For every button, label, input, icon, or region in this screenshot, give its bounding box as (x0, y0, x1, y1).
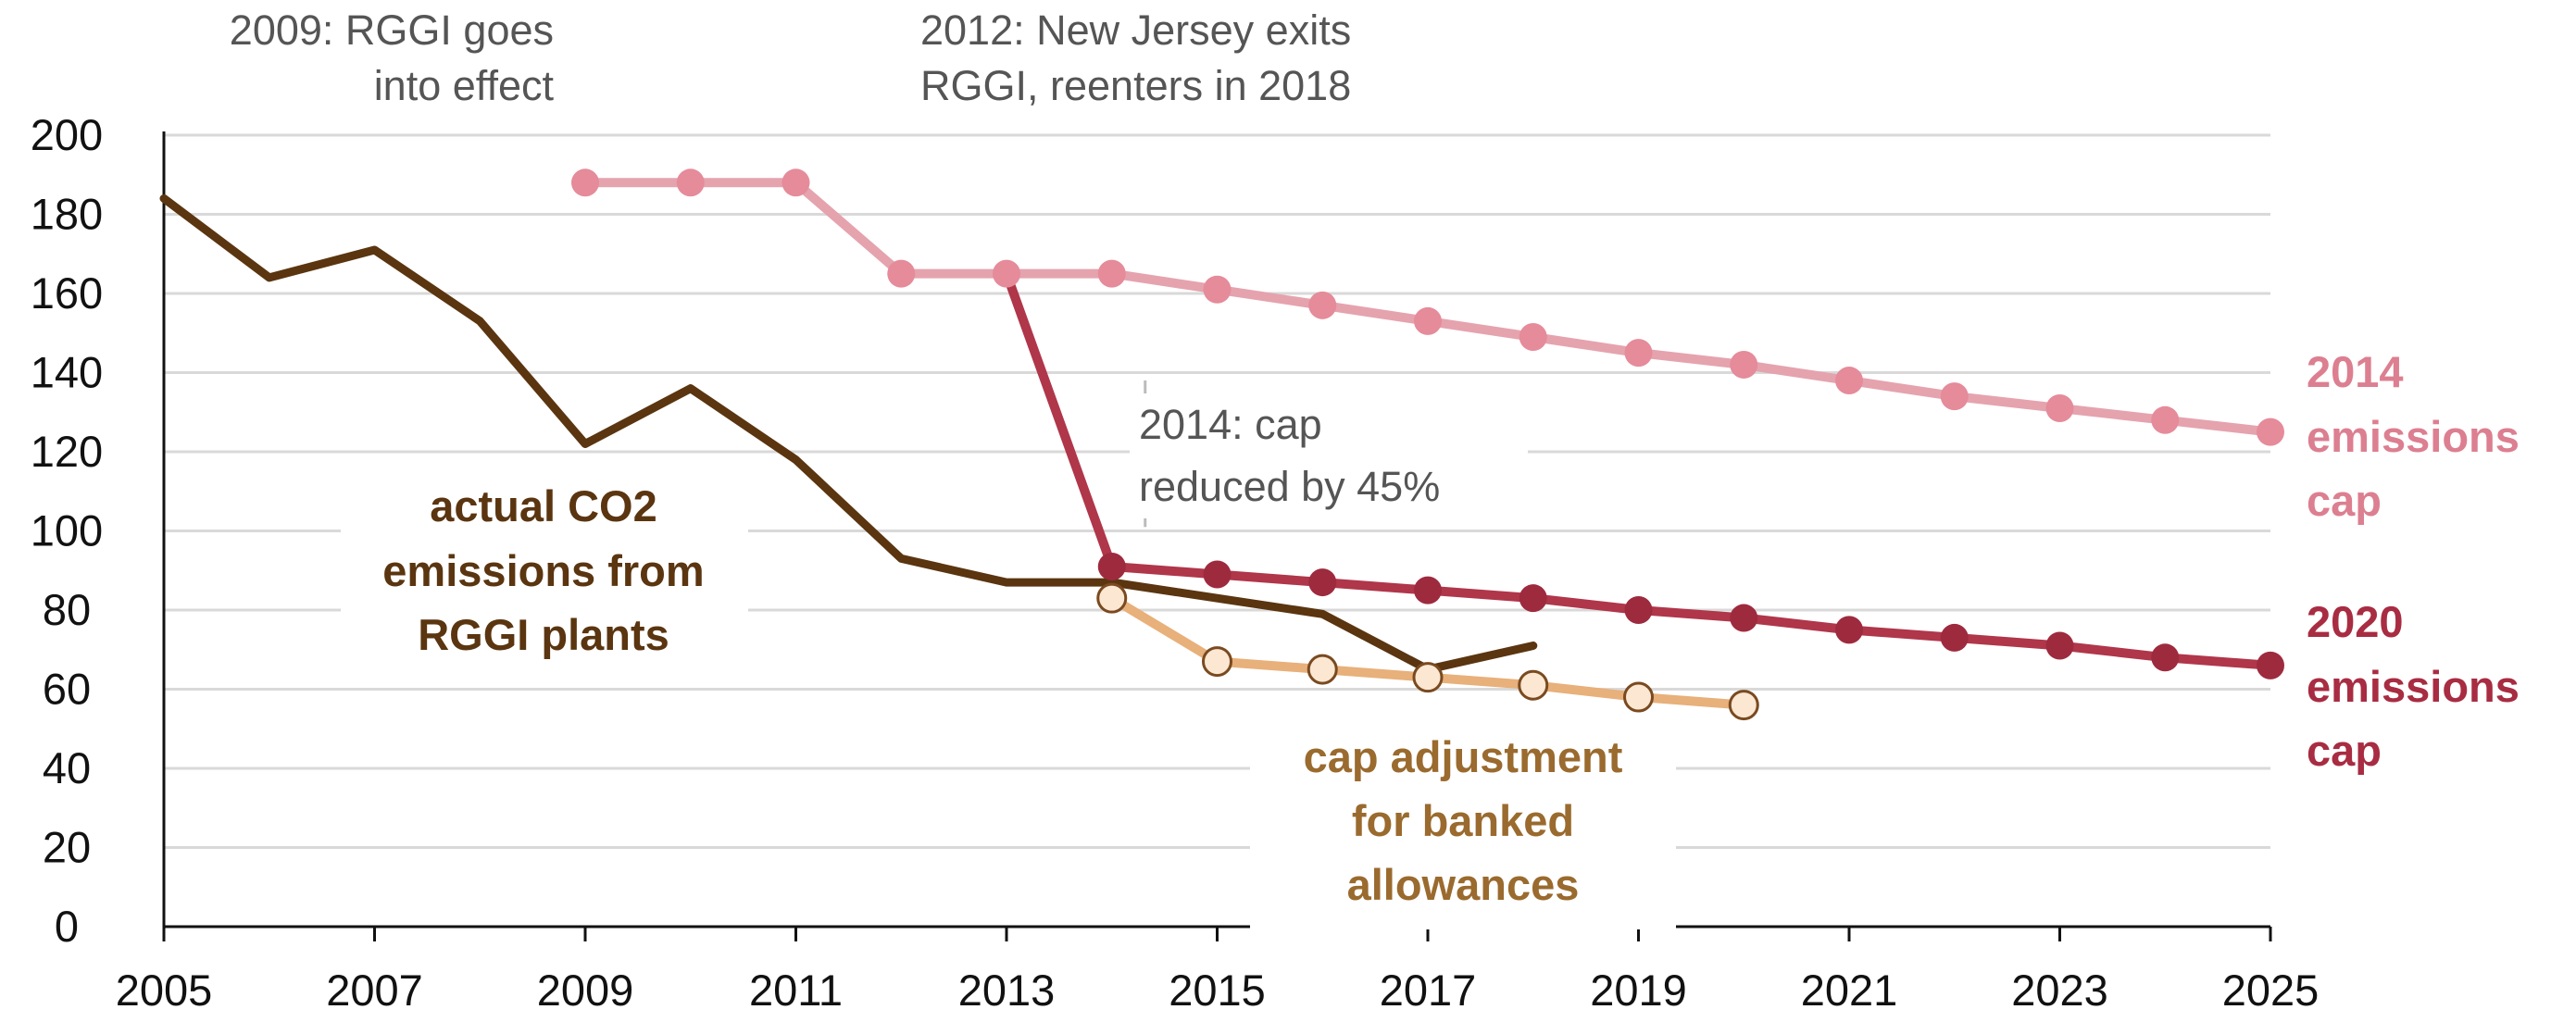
x-tick-label: 2019 (1590, 966, 1687, 1015)
series-label-actual: actual CO2 (430, 481, 657, 530)
series-label-actual: emissions from (382, 546, 704, 595)
y-tick-label: 180 (31, 190, 103, 239)
data-point-cap2020 (1203, 560, 1232, 589)
x-tick-label: 2017 (1380, 966, 1477, 1015)
y-tick-label: 60 (43, 665, 91, 714)
data-point-cap2014 (1835, 367, 1863, 395)
data-point-adjust (1728, 690, 1759, 721)
annotations: 2009: RGGI goes into effect 2012: New Jers… (230, 6, 1528, 528)
data-point-cap2014 (2257, 418, 2284, 446)
series-labels: actual CO2 emissions from RGGI plants 2014 e… (341, 347, 2520, 929)
data-point-cap2014 (782, 168, 810, 197)
x-tick-label: 2015 (1169, 966, 1266, 1015)
x-tick-label: 2021 (1801, 966, 1898, 1015)
data-point-cap2020 (2257, 651, 2284, 679)
data-point-cap2020 (1414, 576, 1442, 604)
series-label-adjust: cap adjustment (1304, 732, 1623, 781)
series-label-cap2020: 2020 (2307, 597, 2404, 646)
series-label-cap2014: 2014 (2307, 347, 2404, 396)
label-background (341, 481, 748, 672)
y-tick-label: 20 (43, 823, 91, 872)
y-tick-label: 0 (55, 902, 79, 951)
series-label-cap2020: emissions (2307, 662, 2520, 711)
y-tick-label: 100 (31, 506, 103, 555)
data-point-cap2020 (2045, 631, 2074, 660)
series-line-actual (159, 193, 1538, 674)
series-label-cap2014: emissions (2307, 412, 2520, 461)
data-point-cap2020 (1097, 552, 1126, 580)
annotation-rggi: into effect (374, 62, 555, 109)
annotation-background (1130, 393, 1528, 518)
annotation-nj: 2012: New Jersey exits (920, 6, 1351, 54)
x-tick-label: 2005 (116, 966, 213, 1015)
data-point-cap2020 (1835, 616, 1863, 644)
data-point-cap2020 (2151, 643, 2180, 672)
data-point-adjust (1096, 582, 1128, 614)
x-tick-label: 2011 (749, 966, 843, 1015)
x-tick-label: 2023 (2011, 966, 2108, 1015)
annotation-cut: reduced by 45% (1139, 463, 1440, 510)
series-label-cap2020: cap (2307, 726, 2382, 775)
y-tick-label: 200 (31, 110, 103, 159)
y-tick-label: 120 (31, 427, 103, 476)
data-point-adjust (1623, 681, 1654, 713)
data-point-cap2014 (1414, 306, 1442, 335)
label-background (1250, 733, 1676, 929)
data-point-cap2020 (1940, 623, 1969, 652)
data-point-cap2014 (1308, 291, 1337, 319)
x-tick-label: 2009 (537, 966, 634, 1015)
series-label-cap2014: cap (2307, 476, 2382, 525)
data-point-adjust (1307, 654, 1338, 685)
data-point-cap2014 (1940, 382, 1969, 411)
data-point-cap2014 (887, 259, 916, 288)
series-label-adjust: for banked (1352, 796, 1574, 845)
data-point-cap2014 (1097, 259, 1126, 288)
y-tick-label: 80 (43, 585, 91, 634)
data-point-cap2020 (1308, 568, 1337, 597)
data-point-cap2014 (676, 168, 705, 197)
x-tick-label: 2013 (958, 966, 1056, 1015)
axes: 0 20 40 60 80 100 120 140 160 180 200 2005 2007 2009 2… (31, 110, 2319, 1015)
x-tick-label: 2007 (326, 966, 423, 1015)
data-point-cap2020 (1519, 584, 1547, 613)
data-point-cap2014 (1203, 275, 1232, 304)
data-point-cap2014 (993, 259, 1020, 288)
data-point-cap2020 (1624, 596, 1653, 624)
data-point-cap2014 (571, 168, 599, 197)
data-point-cap2020 (1730, 604, 1758, 632)
series-label-actual: RGGI plants (418, 610, 669, 659)
annotation-rggi: 2009: RGGI goes (230, 6, 554, 54)
series-markers (571, 168, 2284, 721)
x-tick-label: 2025 (2222, 966, 2320, 1015)
annotation-nj: RGGI, reenters in 2018 (920, 62, 1351, 109)
data-point-cap2014 (1519, 323, 1547, 352)
data-point-adjust (1518, 669, 1549, 701)
data-point-adjust (1202, 646, 1232, 678)
data-point-cap2014 (1624, 339, 1653, 368)
data-point-cap2014 (1730, 350, 1758, 379)
annotation-cut: 2014: cap (1139, 401, 1322, 448)
series-label-adjust: allowances (1347, 860, 1580, 909)
data-point-cap2014 (2151, 405, 2180, 434)
y-tick-label: 40 (43, 743, 91, 792)
y-tick-label: 160 (31, 268, 103, 318)
data-point-cap2014 (2045, 393, 2074, 422)
data-point-adjust (1412, 662, 1444, 693)
y-tick-label: 140 (31, 348, 103, 397)
